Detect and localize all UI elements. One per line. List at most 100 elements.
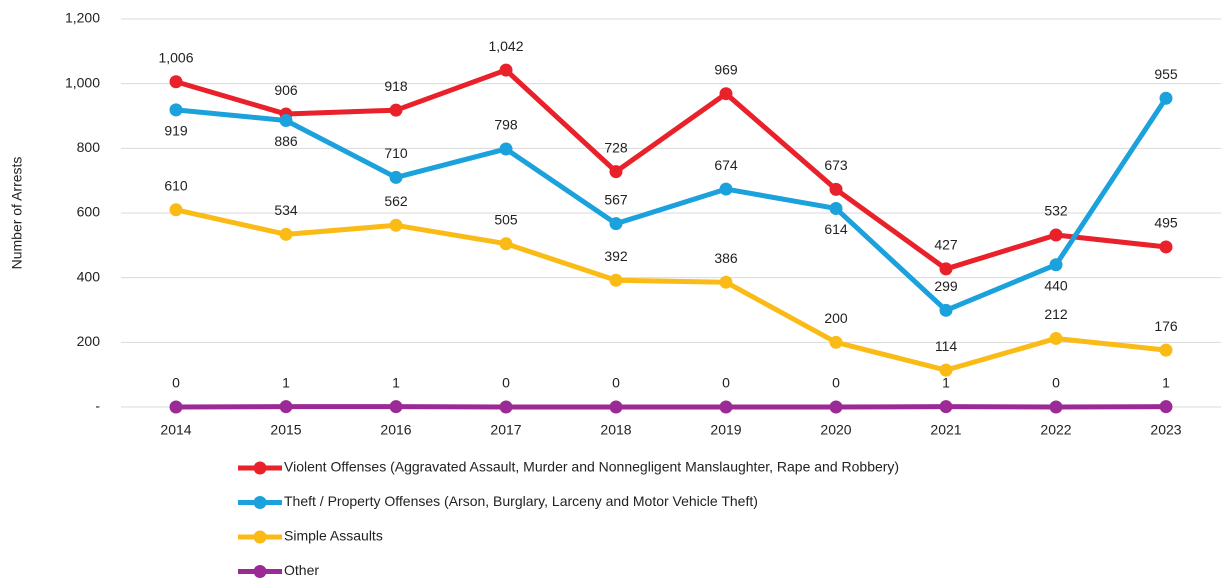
data-label: 798 bbox=[494, 117, 518, 133]
x-tick-label: 2020 bbox=[820, 422, 851, 438]
data-label: 0 bbox=[172, 375, 180, 391]
data-label: 495 bbox=[1154, 215, 1178, 231]
data-point bbox=[500, 401, 513, 414]
data-point bbox=[280, 400, 293, 413]
y-tick-label: 1,000 bbox=[65, 74, 100, 90]
data-point bbox=[170, 203, 183, 216]
data-point bbox=[830, 336, 843, 349]
data-label: 1 bbox=[392, 374, 400, 390]
x-tick-label: 2014 bbox=[160, 422, 191, 438]
y-axis-title: Number of Arrests bbox=[9, 157, 25, 270]
data-label: 955 bbox=[1154, 66, 1178, 82]
data-point bbox=[610, 217, 623, 230]
data-label: 1,042 bbox=[488, 38, 523, 54]
data-point bbox=[720, 276, 733, 289]
data-point bbox=[610, 274, 623, 287]
data-point bbox=[280, 114, 293, 127]
data-point bbox=[1160, 240, 1173, 253]
legend-label: Other bbox=[284, 562, 319, 578]
y-tick-label: 600 bbox=[77, 204, 101, 220]
data-label: 427 bbox=[934, 237, 958, 253]
data-label: 710 bbox=[384, 145, 408, 161]
data-point bbox=[500, 142, 513, 155]
data-label: 200 bbox=[824, 310, 848, 326]
data-point bbox=[830, 183, 843, 196]
data-point bbox=[940, 304, 953, 317]
data-point bbox=[1050, 401, 1063, 414]
data-point bbox=[1050, 228, 1063, 241]
series-line bbox=[176, 70, 1166, 269]
data-label: 534 bbox=[274, 202, 298, 218]
y-tick-label: 200 bbox=[77, 333, 101, 349]
data-point bbox=[1050, 332, 1063, 345]
data-label: 0 bbox=[612, 375, 620, 391]
data-label: 440 bbox=[1044, 277, 1068, 293]
legend-marker bbox=[254, 462, 267, 475]
data-label: 614 bbox=[824, 221, 848, 237]
data-point bbox=[170, 401, 183, 414]
x-tick-label: 2021 bbox=[930, 422, 961, 438]
data-point bbox=[390, 171, 403, 184]
data-point bbox=[390, 219, 403, 232]
data-label: 906 bbox=[274, 82, 298, 98]
data-label: 673 bbox=[824, 157, 848, 173]
x-tick-label: 2018 bbox=[600, 422, 631, 438]
data-label: 212 bbox=[1044, 306, 1068, 322]
data-label: 299 bbox=[934, 278, 958, 294]
data-point bbox=[500, 64, 513, 77]
data-label: 562 bbox=[384, 193, 408, 209]
data-point bbox=[500, 237, 513, 250]
series-line bbox=[176, 210, 1166, 370]
data-label: 886 bbox=[274, 133, 298, 149]
data-label: 0 bbox=[1052, 375, 1060, 391]
x-tick-label: 2022 bbox=[1040, 422, 1071, 438]
data-label: 1 bbox=[282, 374, 290, 390]
data-label: 674 bbox=[714, 157, 738, 173]
y-tick-label: - bbox=[95, 398, 100, 414]
legend-label: Violent Offenses (Aggravated Assault, Mu… bbox=[284, 459, 899, 475]
data-label: 114 bbox=[935, 338, 958, 354]
data-label: 386 bbox=[714, 250, 738, 266]
legend-label: Theft / Property Offenses (Arson, Burgla… bbox=[284, 493, 758, 509]
data-label: 1 bbox=[1162, 374, 1170, 390]
data-label: 392 bbox=[604, 248, 628, 264]
data-label: 0 bbox=[722, 375, 730, 391]
data-point bbox=[940, 400, 953, 413]
data-label: 567 bbox=[604, 191, 628, 207]
y-tick-label: 400 bbox=[77, 268, 101, 284]
data-point bbox=[940, 262, 953, 275]
data-label: 1,006 bbox=[158, 49, 193, 65]
data-label: 610 bbox=[164, 177, 188, 193]
x-tick-label: 2023 bbox=[1150, 422, 1181, 438]
data-point bbox=[830, 401, 843, 414]
data-point bbox=[1050, 258, 1063, 271]
data-label: 0 bbox=[502, 375, 510, 391]
data-label: 505 bbox=[494, 211, 518, 227]
x-tick-label: 2017 bbox=[490, 422, 521, 438]
data-label: 176 bbox=[1154, 318, 1178, 334]
legend-marker bbox=[254, 496, 267, 509]
data-point bbox=[170, 103, 183, 116]
data-point bbox=[170, 75, 183, 88]
data-label: 919 bbox=[164, 123, 188, 139]
data-point bbox=[390, 104, 403, 117]
legend-label: Simple Assaults bbox=[284, 528, 383, 544]
legend-marker bbox=[254, 565, 267, 578]
y-tick-label: 1,200 bbox=[65, 10, 100, 26]
data-point bbox=[610, 165, 623, 178]
x-tick-label: 2016 bbox=[380, 422, 411, 438]
data-label: 918 bbox=[384, 78, 408, 94]
data-point bbox=[280, 228, 293, 241]
data-point bbox=[610, 401, 623, 414]
data-point bbox=[720, 401, 733, 414]
data-label: 0 bbox=[832, 375, 840, 391]
data-point bbox=[1160, 344, 1173, 357]
legend-marker bbox=[254, 531, 267, 544]
data-label: 728 bbox=[604, 139, 628, 155]
data-point bbox=[1160, 400, 1173, 413]
data-label: 532 bbox=[1044, 203, 1068, 219]
data-point bbox=[720, 87, 733, 100]
x-tick-label: 2019 bbox=[710, 422, 741, 438]
x-tick-label: 2015 bbox=[270, 422, 301, 438]
